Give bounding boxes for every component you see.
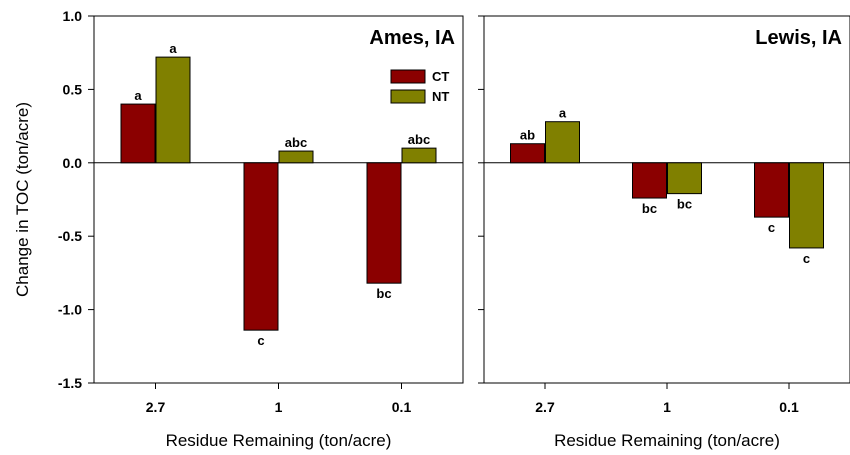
significance-label: a	[559, 106, 567, 121]
y-tick-label: 1.0	[63, 8, 83, 24]
x-tick-label: 1	[663, 399, 671, 415]
bar-nt-2.7	[155, 56, 191, 164]
panel-2: 2.7 ab a 1 bc bc 0.1 c c Lewis, IA Residue Remaini…	[478, 15, 850, 450]
x-tick-label: 0.1	[779, 399, 799, 415]
x-tick-label: 2.7	[146, 399, 166, 415]
significance-label: ab	[520, 128, 535, 143]
y-tick-label: 0.5	[63, 81, 83, 97]
significance-label: a	[134, 88, 142, 103]
significance-label: abc	[285, 135, 307, 150]
bar-nt-0.1	[401, 147, 437, 164]
bar-ct-0.1	[366, 162, 402, 284]
y-tick-label: -1.0	[58, 302, 82, 318]
y-tick-label: -1.5	[58, 375, 82, 391]
y-tick-label: 0.0	[63, 155, 83, 171]
bar-nt-1	[667, 162, 702, 195]
bar-nt-2.7	[545, 121, 580, 164]
x-axis-title: Residue Remaining (ton/acre)	[166, 431, 392, 450]
bar-ct-1	[632, 162, 667, 199]
panel-1: 1.0 0.5 0.0 -0.5 -1.0 -1.5 2.7 a a 1 c abc 0.1 bc abc A…	[13, 8, 464, 450]
panel-title: Ames, IA	[369, 27, 455, 49]
significance-label: c	[803, 251, 810, 266]
bar-nt-0.1	[789, 162, 824, 249]
bar-ct-1	[243, 162, 279, 331]
significance-label: a	[169, 41, 177, 56]
panel-title: Lewis, IA	[755, 27, 842, 49]
x-axis-title: Residue Remaining (ton/acre)	[554, 431, 780, 450]
x-tick-label: 2.7	[535, 399, 555, 415]
x-tick-label: 1	[275, 399, 283, 415]
significance-label: bc	[677, 197, 692, 212]
y-tick-label: -0.5	[58, 228, 82, 244]
y-axis-title: Change in TOC (ton/acre)	[13, 102, 32, 297]
legend-label-nt: NT	[432, 89, 449, 104]
significance-label: abc	[408, 132, 430, 147]
legend-swatch-ct	[390, 69, 426, 84]
legend-swatch-nt	[390, 89, 426, 104]
bar-ct-2.7	[120, 103, 156, 164]
significance-label: bc	[642, 201, 657, 216]
legend-label-ct: CT	[432, 69, 449, 84]
x-tick-label: 0.1	[392, 399, 412, 415]
bar-ct-0.1	[754, 162, 789, 218]
bar-nt-1	[278, 150, 314, 164]
legend: CT NT	[390, 69, 449, 104]
significance-label: bc	[376, 286, 391, 301]
significance-label: c	[257, 333, 264, 348]
bar-ct-2.7	[510, 143, 545, 164]
significance-label: c	[768, 220, 775, 235]
